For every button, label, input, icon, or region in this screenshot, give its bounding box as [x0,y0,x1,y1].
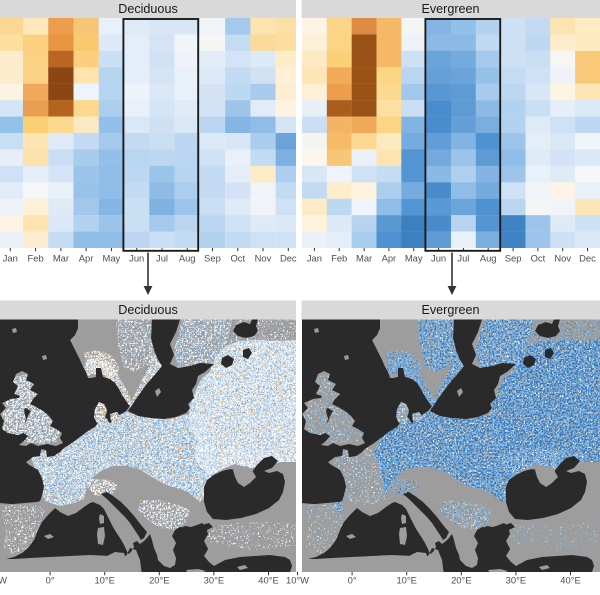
svg-text:Mar: Mar [53,253,69,264]
svg-text:Jun: Jun [431,253,446,264]
svg-text:40°E: 40°E [258,575,278,586]
svg-text:20°E: 20°E [149,575,169,586]
svg-text:Apr: Apr [79,253,94,264]
svg-text:40°E: 40°E [560,575,580,586]
svg-text:May: May [405,253,423,264]
svg-text:Aug: Aug [480,253,497,264]
svg-text:Feb: Feb [331,253,347,264]
svg-text:Feb: Feb [28,253,44,264]
svg-text:Evergreen: Evergreen [421,2,479,16]
svg-text:Nov: Nov [255,253,272,264]
svg-text:Sep: Sep [204,253,221,264]
svg-text:10°E: 10°E [94,575,114,586]
svg-text:Deciduous: Deciduous [118,2,178,16]
svg-text:0°: 0° [348,575,357,586]
svg-text:Oct: Oct [531,253,546,264]
svg-text:30°E: 30°E [204,575,224,586]
svg-text:Apr: Apr [382,253,397,264]
svg-text:Jan: Jan [307,253,322,264]
svg-text:Deciduous: Deciduous [118,303,178,317]
svg-text:20°E: 20°E [451,575,471,586]
svg-text:Jul: Jul [457,253,469,264]
svg-text:0°: 0° [46,575,55,586]
svg-text:Evergreen: Evergreen [421,303,479,317]
svg-text:10°E: 10°E [396,575,416,586]
svg-text:Jan: Jan [3,253,18,264]
svg-text:30°E: 30°E [506,575,526,586]
svg-text:Aug: Aug [179,253,196,264]
svg-text:10°W: 10°W [286,575,309,586]
svg-text:Jul: Jul [156,253,168,264]
svg-text:Sep: Sep [505,253,522,264]
svg-text:Nov: Nov [554,253,571,264]
svg-text:Dec: Dec [579,253,596,264]
svg-text:May: May [103,253,121,264]
svg-text:Mar: Mar [356,253,372,264]
svg-text:Jun: Jun [129,253,144,264]
svg-text:Oct: Oct [231,253,246,264]
svg-text:Dec: Dec [280,253,297,264]
svg-text:10°W: 10°W [0,575,7,586]
